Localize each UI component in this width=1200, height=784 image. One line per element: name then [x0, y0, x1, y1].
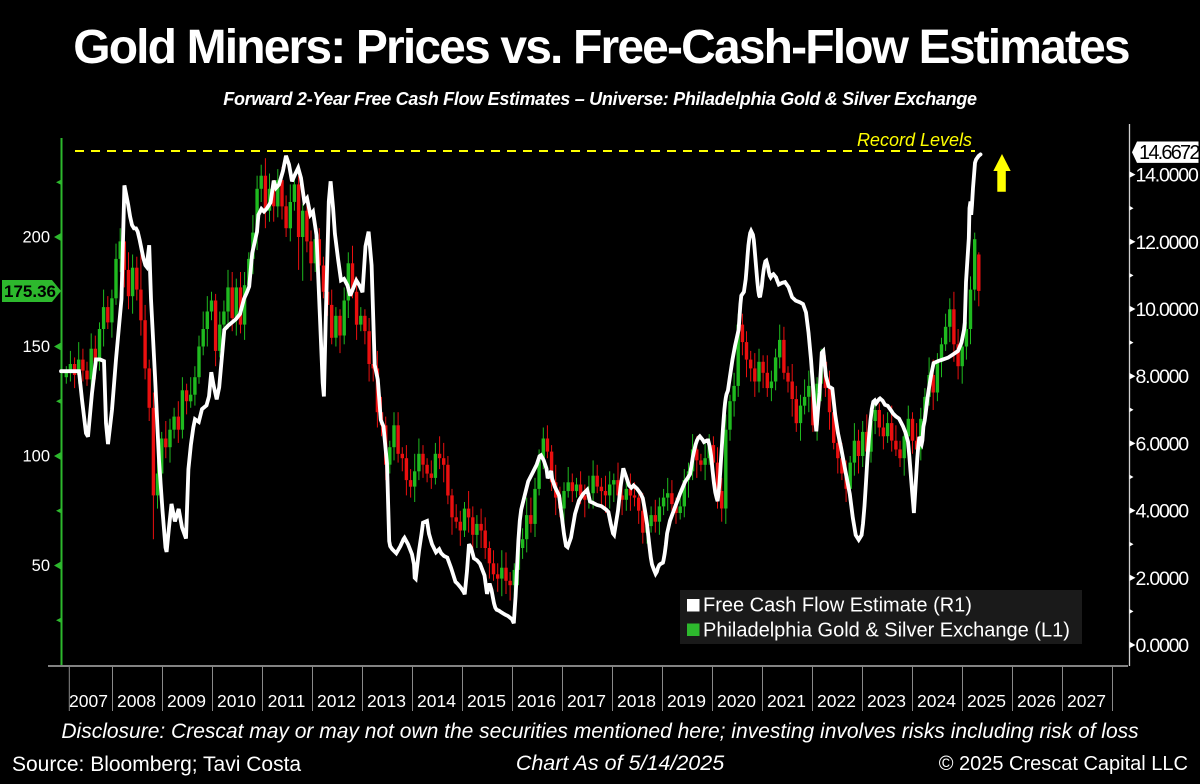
- svg-text:4.0000: 4.0000: [1136, 501, 1190, 523]
- svg-text:Forward 2-Year Free Cash Flow: Forward 2-Year Free Cash Flow Estimates …: [223, 89, 977, 109]
- svg-text:150: 150: [22, 338, 50, 356]
- svg-text:2016: 2016: [517, 691, 556, 711]
- svg-text:2020: 2020: [717, 691, 756, 711]
- svg-text:2023: 2023: [867, 691, 906, 711]
- svg-text:© 2025 Crescat Capital LLC: © 2025 Crescat Capital LLC: [939, 753, 1188, 775]
- svg-text:12.0000: 12.0000: [1136, 232, 1199, 254]
- svg-text:0.0000: 0.0000: [1136, 635, 1190, 657]
- svg-text:14.6672: 14.6672: [1139, 142, 1200, 164]
- svg-text:10.0000: 10.0000: [1136, 299, 1199, 321]
- svg-text:2010: 2010: [217, 691, 256, 711]
- svg-text:2012: 2012: [317, 691, 356, 711]
- svg-text:2025: 2025: [967, 691, 1006, 711]
- svg-text:2015: 2015: [467, 691, 506, 711]
- svg-text:175.36: 175.36: [4, 282, 56, 301]
- svg-text:100: 100: [22, 448, 50, 466]
- svg-text:2021: 2021: [767, 691, 806, 711]
- svg-text:2009: 2009: [167, 691, 206, 711]
- svg-text:50: 50: [32, 557, 50, 575]
- svg-text:Free Cash Flow Estimate (R1): Free Cash Flow Estimate (R1): [703, 595, 972, 617]
- svg-text:2026: 2026: [1017, 691, 1056, 711]
- svg-text:2017: 2017: [567, 691, 606, 711]
- svg-text:2011: 2011: [268, 691, 306, 711]
- svg-text:2027: 2027: [1067, 691, 1106, 711]
- svg-text:2022: 2022: [817, 691, 856, 711]
- svg-text:Record Levels: Record Levels: [857, 130, 972, 150]
- svg-text:8.0000: 8.0000: [1136, 366, 1190, 388]
- svg-text:2019: 2019: [667, 691, 706, 711]
- svg-text:Chart As of 5/14/2025: Chart As of 5/14/2025: [516, 751, 725, 775]
- svg-text:2024: 2024: [917, 691, 956, 711]
- svg-text:Source: Bloomberg; Tavi Costa: Source: Bloomberg; Tavi Costa: [12, 753, 301, 776]
- svg-text:Disclosure: Crescat may or may: Disclosure: Crescat may or may not own t…: [61, 720, 1139, 743]
- svg-text:2018: 2018: [617, 691, 656, 711]
- svg-text:2008: 2008: [117, 691, 156, 711]
- svg-text:200: 200: [22, 229, 50, 247]
- svg-text:2013: 2013: [367, 691, 406, 711]
- svg-text:Gold Miners: Prices vs. Free-C: Gold Miners: Prices vs. Free-Cash-Flow E…: [73, 21, 1129, 74]
- svg-text:2014: 2014: [417, 691, 456, 711]
- svg-text:Philadelphia Gold & Silver Exc: Philadelphia Gold & Silver Exchange (L1): [703, 620, 1070, 642]
- svg-text:2.0000: 2.0000: [1136, 568, 1190, 590]
- svg-text:14.0000: 14.0000: [1136, 165, 1199, 187]
- svg-text:6.0000: 6.0000: [1136, 433, 1190, 455]
- svg-text:2007: 2007: [69, 691, 108, 711]
